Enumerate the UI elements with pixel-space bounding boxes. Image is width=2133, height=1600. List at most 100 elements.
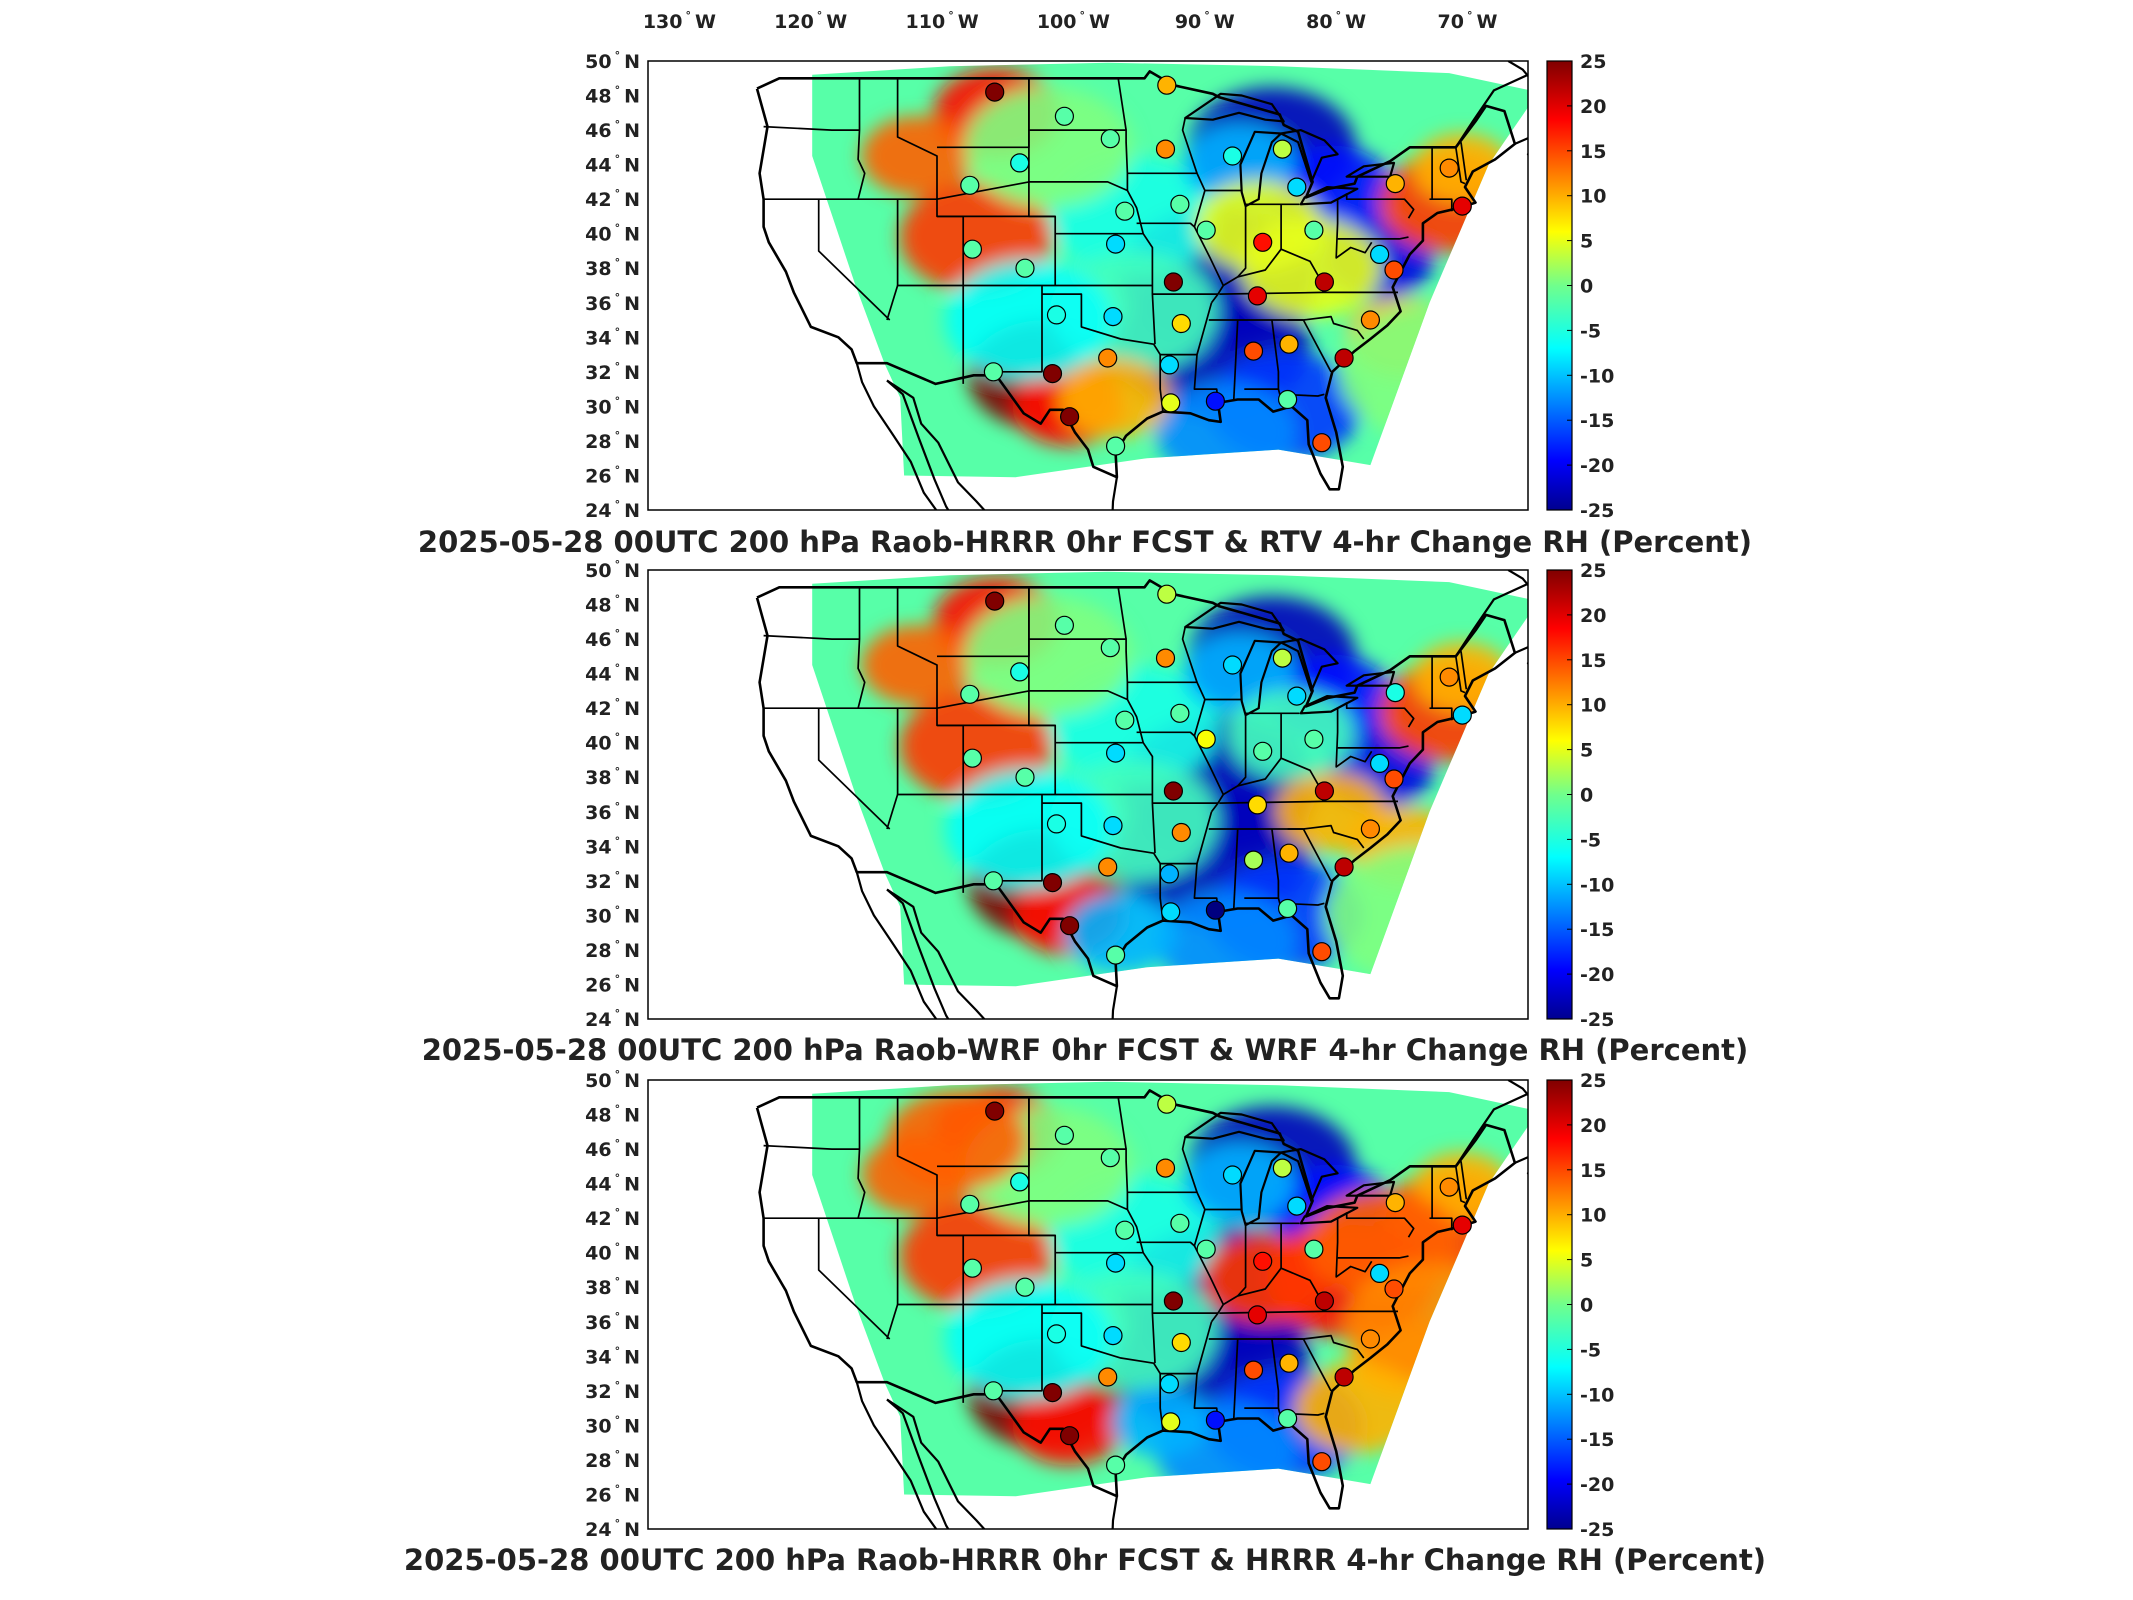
state-border (1055, 1209, 1145, 1254)
state-border (817, 199, 891, 321)
raob-station-marker (1054, 1125, 1075, 1145)
raob-station-marker (1304, 1239, 1324, 1259)
geography-lines (755, 61, 1528, 510)
state-border (886, 794, 899, 830)
raob-station-marker (1452, 196, 1472, 216)
state-border (1127, 172, 1206, 228)
panel-title: 2025-05-28 00UTC 200 hPa Raob-WRF 0hr FC… (422, 1033, 1749, 1067)
raob-station-marker (1369, 1263, 1390, 1284)
raob-station-marker (1098, 1367, 1118, 1387)
colorbar-tick-label: 5 (1580, 740, 1593, 762)
state-border (1142, 233, 1154, 286)
raob-station-marker (1314, 1291, 1335, 1311)
state-border (1460, 651, 1468, 690)
raob-station-marker (1385, 1192, 1405, 1213)
raob-station-marker (1222, 655, 1243, 675)
top-lon-label: 80 ° W (1306, 9, 1366, 33)
state-border (1337, 193, 1415, 219)
state-border (937, 215, 965, 384)
state-border (1222, 204, 1247, 287)
lat-label: 26 ° N (585, 1483, 640, 1507)
raob-station-marker (1105, 436, 1126, 456)
colorbar-tick-label: 0 (1580, 276, 1593, 298)
state-border (1302, 319, 1332, 373)
raob-station-marker (1334, 1367, 1354, 1387)
raob-station-marker (1253, 232, 1273, 252)
raob-station-marker (1384, 769, 1404, 789)
raob-station-marker (1312, 433, 1332, 453)
lat-label: 38 ° N (585, 256, 640, 280)
raob-station-marker (960, 684, 980, 704)
lat-label: 42 ° N (585, 187, 640, 211)
colorbar: 25 20 15 10 5 0 -5 -10 -15 -20 -25 (1546, 51, 1614, 522)
raob-station-marker (1385, 174, 1405, 194)
state-border (1277, 897, 1325, 906)
state-border (1302, 828, 1332, 882)
colorbar-tick-label: -20 (1580, 964, 1614, 986)
great-lake (1184, 92, 1285, 123)
state-border (1181, 117, 1198, 174)
lat-label: 42 ° N (585, 696, 640, 720)
raob-station-marker (1059, 407, 1080, 427)
raob-station-marker (1253, 741, 1273, 761)
colorbar-tick-label: 0 (1580, 1295, 1593, 1317)
map-frame (647, 1079, 1529, 1530)
us-coastline (755, 1089, 1517, 1510)
raob-station-marker (1452, 705, 1472, 725)
lat-label: 36 ° N (585, 291, 640, 315)
lat-label: 30 ° N (585, 903, 640, 927)
top-lon-label: 120 ° W (774, 9, 847, 33)
great-lake (1184, 601, 1285, 632)
state-border (857, 587, 866, 709)
state-border (1335, 708, 1373, 768)
state-border (1337, 236, 1409, 240)
state-border (1042, 802, 1164, 921)
lat-label: 50 ° N (585, 49, 640, 73)
raob-station-marker (1360, 1329, 1381, 1349)
state-border (1454, 656, 1466, 694)
raob-station-marker (1098, 348, 1118, 368)
raob-station-marker (1059, 916, 1080, 936)
latitude-labels: 50 ° N 48 ° N 46 ° N 44 ° N 42 ° N 40 ° N 38 ° N 36 ° N 34 ° N 32 ° N… (585, 558, 640, 1031)
raob-station-marker (1253, 1251, 1273, 1271)
raob-station-marker (1287, 177, 1307, 197)
great-lake (1279, 129, 1339, 183)
raob-station-marker (1452, 1215, 1472, 1235)
map-frame (647, 569, 1529, 1020)
state-border (1117, 587, 1127, 640)
raob-station-marker (1277, 898, 1298, 919)
state-border (1429, 707, 1453, 721)
colorbar-tick-label: 10 (1580, 1205, 1606, 1227)
state-border (1117, 78, 1127, 131)
state-border (1460, 1161, 1468, 1200)
great-lake (1345, 670, 1396, 687)
state-border (1302, 1338, 1332, 1392)
state-border (994, 285, 1043, 373)
raob-station-marker (1277, 389, 1298, 410)
colorbar-tick-label: -10 (1580, 874, 1614, 896)
lat-label: 30 ° N (585, 1413, 640, 1437)
raob-station-marker (1105, 743, 1126, 763)
state-border (994, 794, 1043, 882)
raob-station-marker (1170, 703, 1190, 723)
colorbar-tick-label: 15 (1580, 1160, 1606, 1182)
state-border (937, 724, 965, 893)
state-border (763, 1144, 860, 1150)
panel-title: 2025-05-28 00UTC 200 hPa Raob-HRRR 0hr F… (418, 525, 1752, 559)
state-border (763, 125, 860, 131)
colorbar-tick-label: 15 (1580, 650, 1606, 672)
lat-label: 24 ° N (585, 1517, 640, 1541)
colorbar-tick-label: 20 (1580, 605, 1606, 627)
lat-label: 28 ° N (585, 1448, 640, 1472)
raob-station-marker (1105, 1253, 1126, 1273)
lat-label: 48 ° N (585, 1103, 640, 1127)
state-border (857, 78, 866, 200)
raob-station-marker (1054, 106, 1075, 126)
raob-station-marker (1155, 1158, 1176, 1178)
great-lake (1279, 1147, 1339, 1203)
raob-stations (960, 75, 1472, 456)
top-lon-label: 90 ° W (1175, 9, 1235, 33)
map-frame (647, 60, 1529, 511)
colorbar-tick-label: -25 (1580, 1519, 1614, 1541)
colorbar-tick-label: 20 (1580, 96, 1606, 118)
